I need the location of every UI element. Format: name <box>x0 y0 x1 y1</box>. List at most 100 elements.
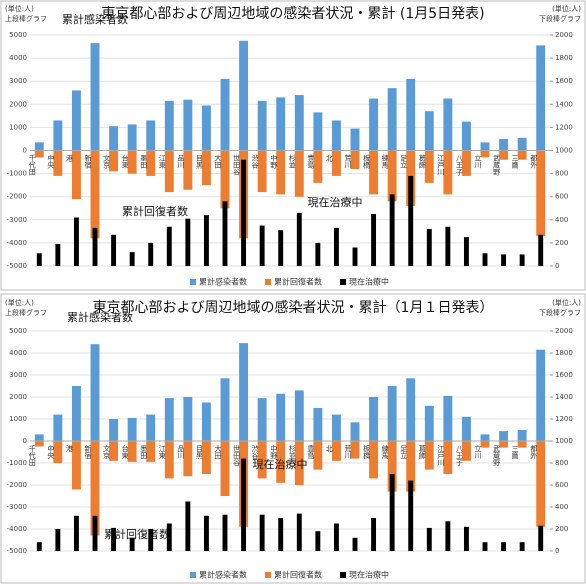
bar <box>424 441 434 470</box>
bar <box>109 419 119 441</box>
bar <box>276 393 286 441</box>
y-tick-label: 4000 <box>9 349 27 357</box>
x-tick-label: 新宿 <box>84 154 92 170</box>
y-tick-label: 3000 <box>9 77 27 85</box>
bar <box>164 150 174 193</box>
treating-bar <box>463 526 469 551</box>
x-tick-label: 葛飾 <box>418 154 426 170</box>
bar <box>517 137 527 151</box>
treating-bar <box>389 474 395 551</box>
bar <box>201 105 211 151</box>
treating-bar <box>408 480 414 551</box>
legend-swatch <box>190 279 196 285</box>
bar <box>201 150 211 186</box>
x-tick-label: 武蔵野 <box>493 444 501 466</box>
bar <box>34 441 44 447</box>
bar <box>331 414 341 441</box>
bar <box>294 390 304 441</box>
treating-bar <box>333 523 339 551</box>
annotation: 現在治療中 <box>308 195 363 209</box>
treating-bar <box>222 514 228 551</box>
bar <box>387 441 397 492</box>
bar <box>109 441 119 461</box>
bar <box>220 150 230 209</box>
x-tick-label: 港 <box>65 444 73 453</box>
y2-tick-label: 0 <box>555 547 559 555</box>
bar <box>53 414 63 441</box>
bar <box>164 398 174 441</box>
bar <box>461 150 471 176</box>
x-tick-label: 板橋 <box>363 154 371 170</box>
x-tick-label: 八王子 <box>455 445 463 466</box>
bar <box>443 98 453 151</box>
treating-bar <box>371 214 377 266</box>
bar <box>313 150 323 183</box>
bar <box>406 378 416 441</box>
y2-tick-label: 800 <box>555 170 568 178</box>
bar <box>164 100 174 151</box>
panel <box>0 293 586 584</box>
y-tick-label: -1000 <box>7 459 27 467</box>
y2-tick-label: 200 <box>555 239 568 247</box>
treating-bar <box>482 542 488 551</box>
x-tick-label: 北 <box>325 445 333 453</box>
axis-note: (単位:人) <box>552 4 581 13</box>
bar <box>183 397 193 441</box>
legend-swatch <box>190 572 196 578</box>
bar <box>350 128 360 151</box>
x-tick-label: 都外 <box>530 445 538 460</box>
y2-tick-label: 1800 <box>555 54 573 62</box>
chart-title: 東京都心部および周辺地域の感染者状況・累計 (1月5日発表) <box>101 5 484 22</box>
bar <box>499 150 509 160</box>
treating-bar <box>501 254 507 266</box>
treating-bar <box>129 252 135 266</box>
bar <box>461 121 471 151</box>
bar <box>239 40 249 151</box>
x-tick-label: 江東 <box>158 155 166 170</box>
x-tick-label: 三鷹 <box>511 155 519 170</box>
bar <box>109 150 119 172</box>
treating-bar <box>111 527 117 551</box>
y2-tick-label: 1400 <box>555 393 573 401</box>
x-tick-label: 墨田 <box>140 445 148 460</box>
x-tick-label: 大田 <box>214 154 222 170</box>
y2-tick-label: 400 <box>555 503 568 511</box>
bar <box>276 150 286 195</box>
x-tick-label: 墨田 <box>140 155 148 170</box>
x-tick-label: 台東 <box>121 154 129 170</box>
bar <box>369 397 379 441</box>
bar <box>146 150 156 176</box>
treating-bar <box>129 537 135 551</box>
bar <box>406 441 416 492</box>
bar <box>90 441 100 536</box>
treating-bar <box>463 237 469 266</box>
y-tick-label: -2000 <box>7 481 27 489</box>
bar <box>443 395 453 441</box>
annotation: 累計回復者数 <box>122 204 188 218</box>
x-tick-label: 千代田 <box>28 444 36 467</box>
legend-swatch <box>265 279 271 285</box>
x-tick-label: 中央 <box>47 154 55 170</box>
y-tick-label: 4000 <box>9 54 27 62</box>
y2-tick-label: 1200 <box>555 123 573 131</box>
treating-bar <box>55 244 61 266</box>
bar <box>53 150 63 176</box>
bar <box>127 417 137 441</box>
bar <box>239 343 249 441</box>
bar <box>34 150 44 158</box>
bar <box>71 441 81 490</box>
bar <box>257 441 267 479</box>
y2-tick-label: 1000 <box>555 437 573 445</box>
legend-swatch <box>265 572 271 578</box>
bar <box>499 138 509 151</box>
x-tick-label: 足立 <box>400 155 408 169</box>
treating-bar <box>222 201 228 266</box>
treating-bar <box>538 234 544 266</box>
treating-bar <box>426 527 432 551</box>
bar <box>536 45 546 151</box>
treating-bar <box>185 218 191 266</box>
legend-label: 累計感染者数 <box>199 570 247 580</box>
treating-bar <box>482 253 488 266</box>
x-tick-label: 豊島 <box>307 154 315 170</box>
